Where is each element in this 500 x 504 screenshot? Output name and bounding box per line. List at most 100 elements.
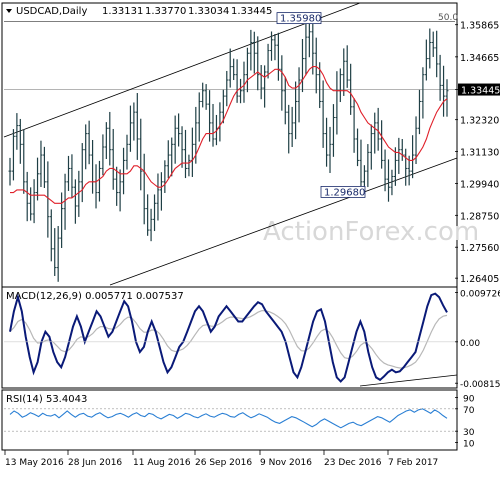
price-bar — [173, 115, 177, 164]
price-bar — [77, 170, 81, 217]
rsi-tick-label: 70 — [463, 406, 475, 416]
channel-upper-line — [3, 2, 361, 138]
price-bar — [325, 117, 329, 167]
price-bar — [108, 111, 112, 166]
price-bar — [424, 39, 428, 81]
rsi-panel — [1, 389, 458, 451]
price-bar — [263, 65, 267, 108]
rsi-header: RSI(14) 53.4043 — [6, 394, 87, 405]
price-bar — [97, 160, 101, 202]
price-bar — [331, 104, 335, 157]
price-bar — [414, 116, 418, 164]
price-bar — [187, 154, 191, 177]
price-tick-label: 1.26405 — [460, 274, 499, 285]
price-bar — [18, 118, 22, 164]
price-bar — [128, 105, 132, 152]
price-bar — [80, 143, 84, 203]
price-bar — [163, 160, 167, 193]
price-bar — [135, 93, 139, 160]
dropdown-triangle-icon — [6, 9, 12, 13]
time-axis: 13 May 2016 28 Jun 2016 11 Aug 2016 26 Sep … — [4, 450, 438, 468]
price-bar — [387, 159, 391, 202]
price-bar — [183, 129, 187, 179]
price-bar — [417, 89, 421, 135]
macd-tick-label: 0.00 — [460, 339, 480, 349]
price-bar — [156, 173, 160, 221]
time-tick-label: 9 Nov 2016 — [260, 458, 312, 468]
price-bar — [125, 134, 129, 170]
price-tick-label: 1.28750 — [460, 211, 499, 222]
price-bar — [60, 192, 64, 248]
price-bar — [232, 58, 236, 81]
price-bar — [428, 28, 432, 69]
price-bar — [383, 149, 387, 192]
last-price-box — [458, 83, 500, 96]
low-label: 1.29680 — [324, 187, 365, 198]
price-bar — [411, 135, 415, 179]
price-bar — [442, 65, 446, 117]
price-bar — [32, 179, 36, 224]
price-bar — [66, 155, 70, 191]
rsi-tick-label: 90 — [463, 395, 475, 405]
price-bar — [153, 194, 157, 232]
price-bar — [46, 161, 50, 238]
price-bar — [352, 98, 356, 153]
price-bar — [56, 226, 60, 282]
channel-lower-line — [109, 157, 458, 286]
price-bar — [245, 47, 249, 93]
price-bar — [149, 208, 153, 242]
price-bar — [221, 89, 225, 124]
ohlc-low: 1.33034 — [188, 6, 229, 17]
price-bar — [87, 120, 91, 165]
price-gridlines — [4, 21, 455, 90]
price-bar — [266, 43, 270, 79]
price-bar — [228, 48, 232, 88]
macd-tick-label: 0.009726 — [460, 289, 500, 299]
header: USDCAD,Daily 1.33131 1.33770 1.33034 1.3… — [6, 6, 272, 17]
price-bar — [366, 144, 370, 188]
price-bar — [242, 61, 246, 103]
price-bar — [132, 102, 136, 141]
price-bar — [15, 113, 19, 150]
price-bar — [252, 31, 256, 74]
price-bar — [397, 137, 401, 174]
price-bar — [201, 82, 205, 108]
ohlc-open: 1.33131 — [102, 6, 143, 17]
rsi-tick-label: 30 — [463, 428, 475, 438]
price-bar — [283, 76, 287, 125]
price-bar — [270, 31, 274, 61]
price-bar — [170, 137, 174, 177]
price-tick-label: 1.27560 — [460, 243, 499, 254]
price-bar — [294, 81, 298, 140]
macd-main-line — [9, 292, 448, 383]
price-bar — [373, 112, 377, 154]
price-bar — [139, 118, 143, 191]
price-bar — [36, 157, 40, 201]
price-bar — [22, 129, 26, 194]
price-bar — [101, 134, 105, 176]
price-tick-label: 1.34665 — [460, 53, 499, 64]
time-tick-label: 23 Dec 2016 — [324, 458, 382, 468]
price-bar — [256, 36, 260, 91]
high-label-box — [276, 12, 322, 25]
price-bar — [349, 63, 353, 115]
price-bar — [63, 173, 67, 230]
price-bar — [11, 129, 15, 181]
macd-tick-label: -0.008153 — [460, 380, 500, 390]
price-bar — [390, 169, 394, 196]
last-price-label: 1.33445 — [461, 86, 500, 97]
price-bar — [435, 30, 439, 78]
price-bar — [297, 67, 301, 123]
rsi-line — [9, 408, 448, 429]
price-bar — [180, 126, 184, 168]
price-bar — [49, 209, 53, 262]
price-bar — [159, 172, 163, 211]
price-bar — [321, 80, 325, 148]
time-tick-label: 13 May 2016 — [5, 458, 64, 468]
price-bar — [393, 147, 397, 186]
fib-label: 50.0 — [438, 13, 458, 23]
price-bar — [304, 23, 308, 76]
price-axis: 1.35865 1.34665 1.33445 1.32320 1.31130 1.299… — [455, 21, 500, 285]
ohlc-close: 1.33445 — [231, 6, 272, 17]
